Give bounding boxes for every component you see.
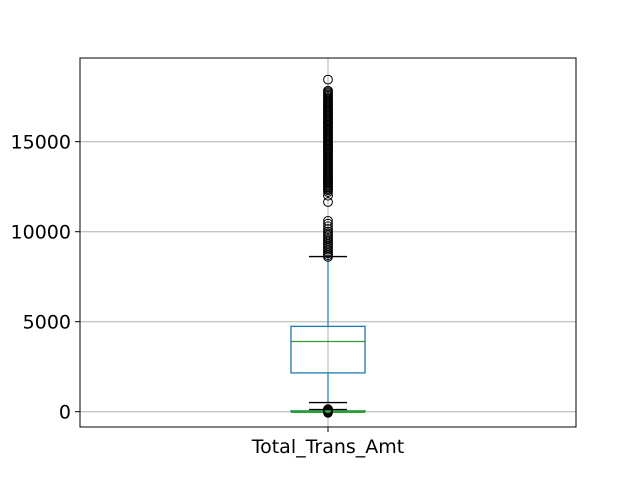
box-plot-series [290, 255, 366, 413]
outlier-point [323, 224, 333, 234]
y-axis-ticks: 0 5000 10000 15000 [11, 132, 80, 424]
outlier-point [323, 216, 333, 226]
grid-lines [80, 58, 576, 427]
x-axis-ticks: Total_Trans_Amt [251, 427, 405, 458]
outlier-point [323, 190, 333, 201]
box-element [290, 408, 366, 413]
outlier-point [323, 404, 333, 415]
outlier-point [323, 226, 333, 237]
outlier-point [323, 221, 333, 232]
outlier-point [323, 85, 333, 96]
y-tick-label: 10000 [11, 222, 71, 244]
outlier-point [323, 218, 333, 229]
outlier-point [323, 74, 333, 85]
outlier-point [323, 197, 333, 207]
y-tick-label: 5000 [23, 312, 71, 334]
x-tick-label: Total_Trans_Amt [251, 436, 405, 458]
box-element [290, 255, 366, 404]
outlier-points [323, 74, 333, 418]
y-tick-label: 0 [59, 402, 71, 424]
y-tick-label: 15000 [11, 132, 71, 154]
outlier-point [323, 187, 333, 198]
iqr-box [290, 325, 366, 374]
